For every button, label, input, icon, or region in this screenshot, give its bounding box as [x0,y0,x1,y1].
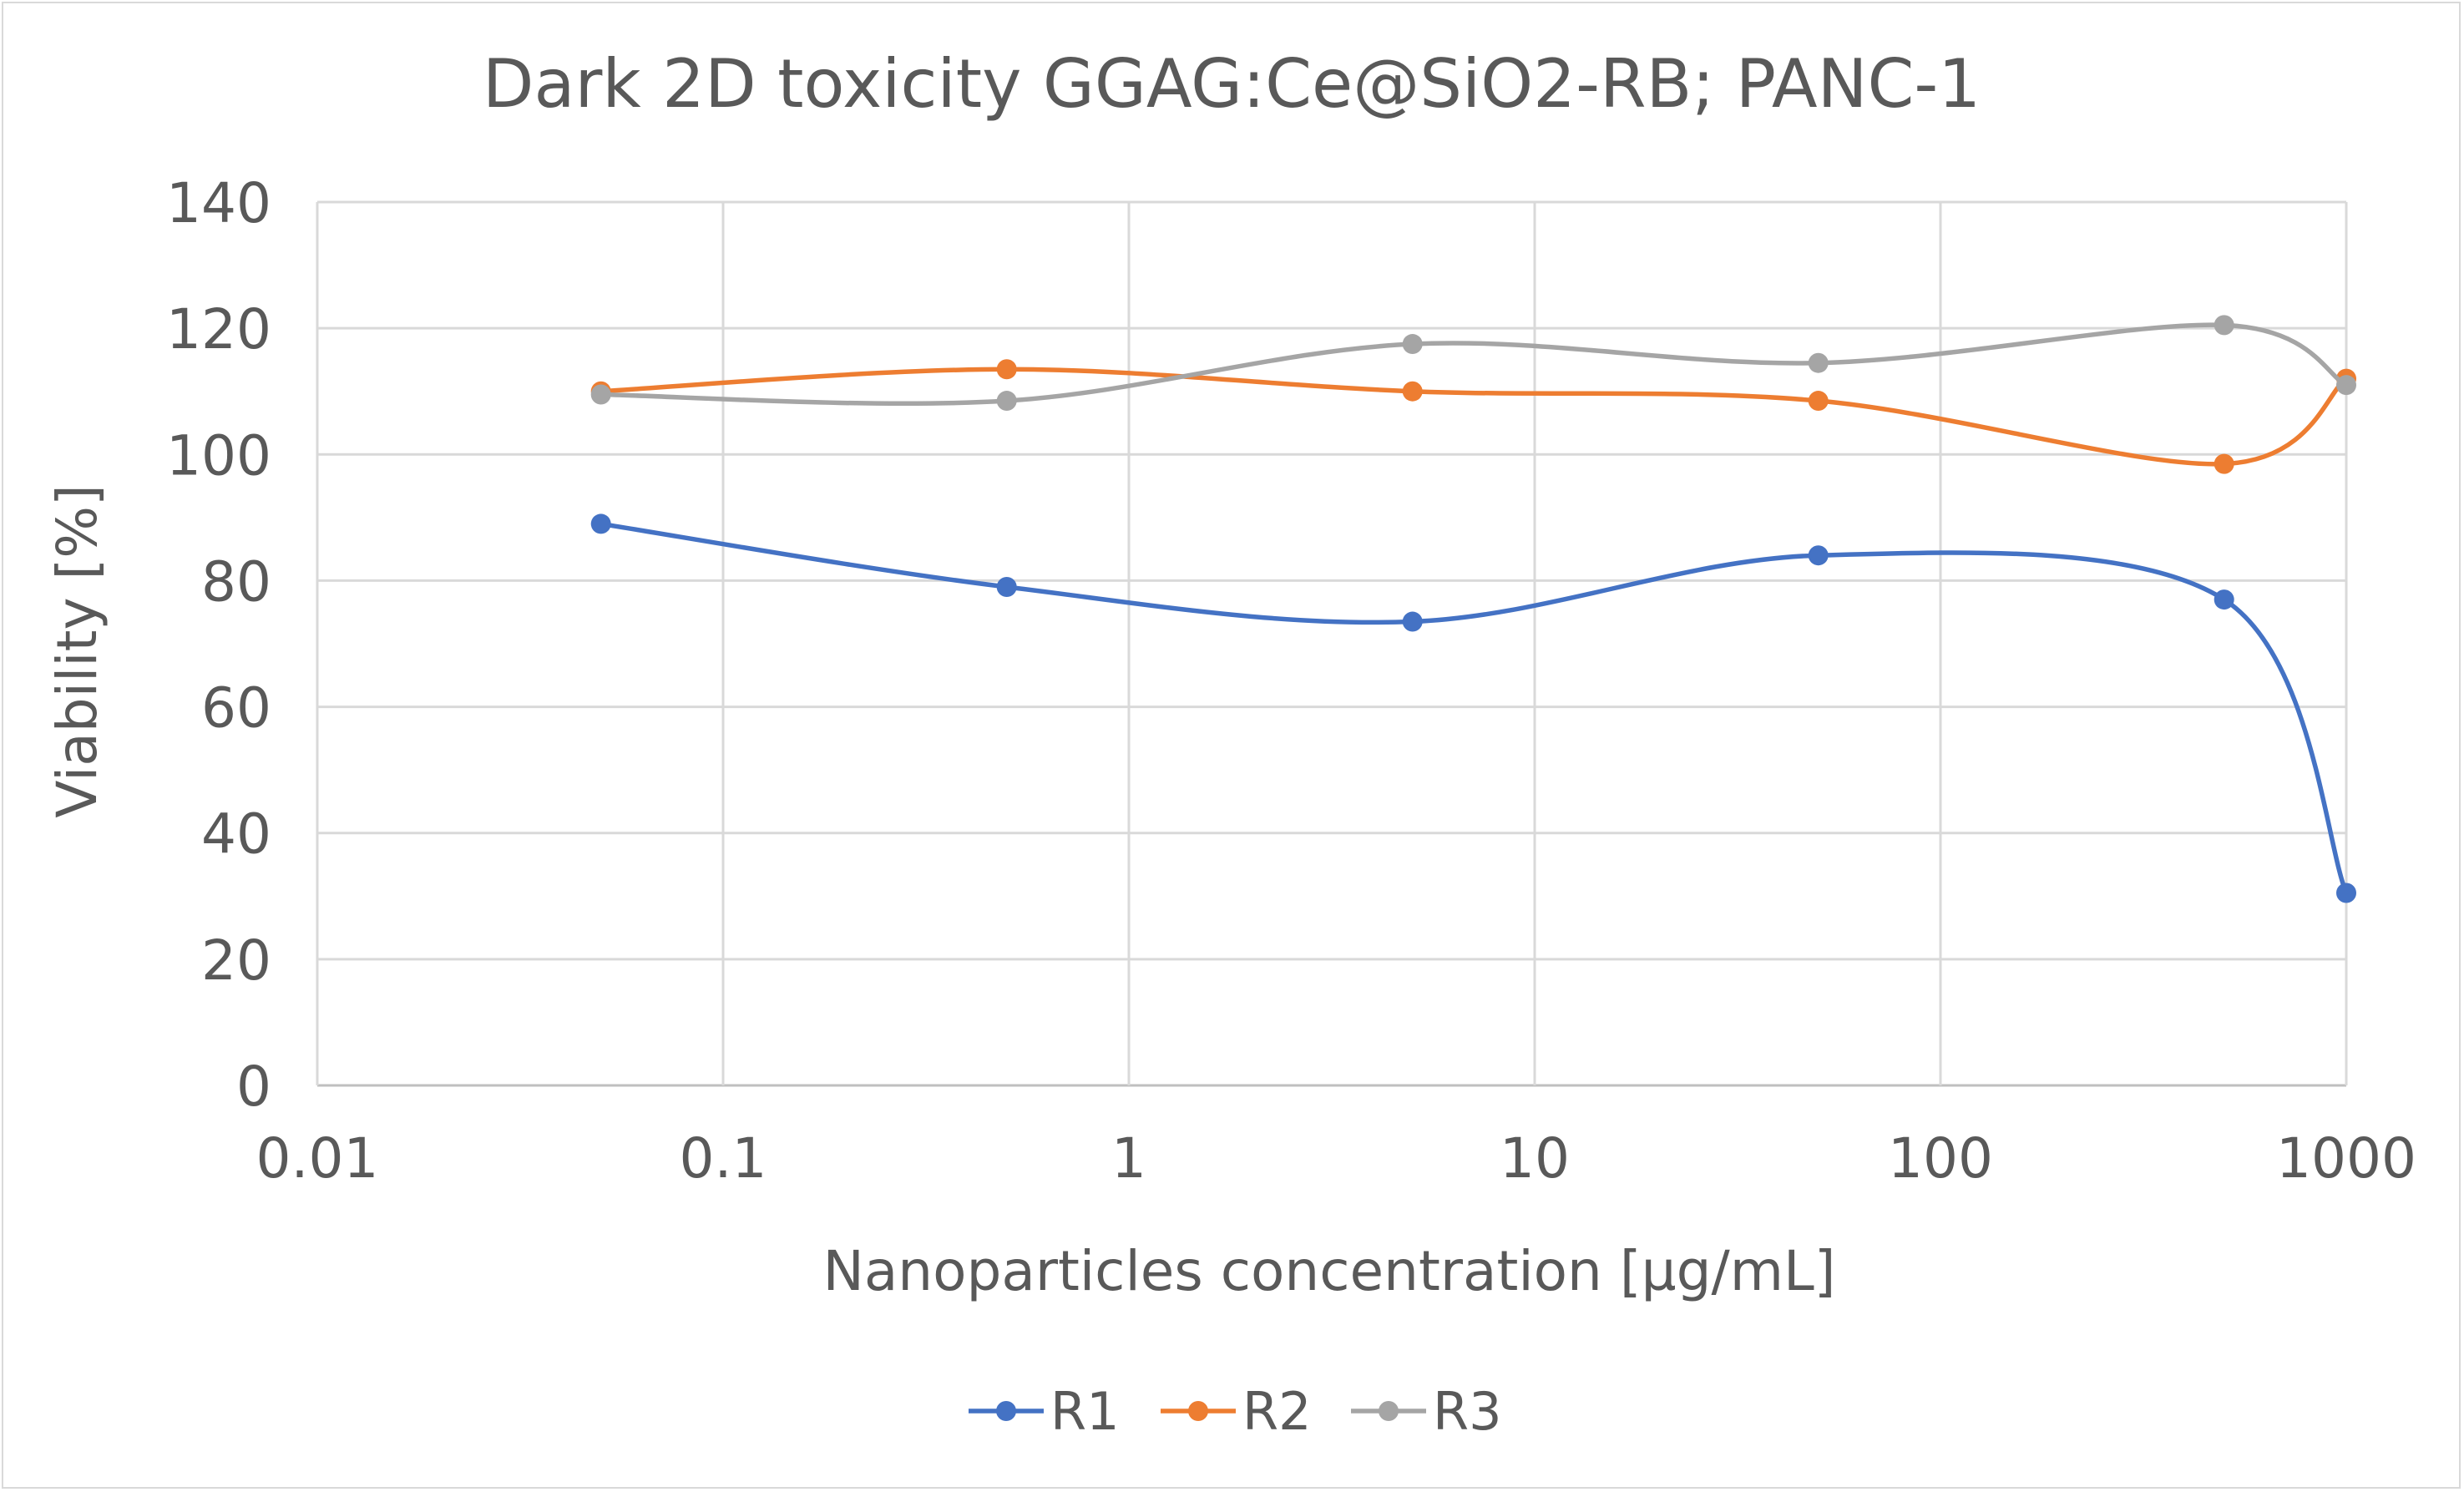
series-r2 [590,359,2356,474]
data-point [1402,611,1423,632]
x-tick-label: 1 [1111,1126,1146,1191]
x-tick-label: 0.01 [256,1126,379,1191]
series-group [590,315,2356,903]
y-tick-label: 140 [166,171,271,235]
data-point [590,384,611,405]
data-point [2214,315,2234,336]
legend-label: R2 [1242,1381,1312,1442]
legend-marker [1188,1401,1208,1421]
data-point [1402,334,1423,355]
x-axis-label: Nanoparticles concentration [µg/mL] [822,1239,1835,1303]
legend-marker [996,1401,1016,1421]
legend-label: R3 [1433,1381,1502,1442]
data-point [1402,381,1423,402]
series-r1 [590,513,2356,903]
y-tick-label: 60 [201,676,271,741]
data-point [1808,352,1829,373]
data-point [2214,453,2234,474]
chart-title: Dark 2D toxicity GGAG:Ce@SiO2-RB; PANC-1 [483,45,1981,123]
grid [316,200,2348,1087]
legend-item-r1: R1 [969,1381,1120,1442]
data-point [2214,589,2234,610]
legend: R1 R2 R3 [969,1381,1502,1442]
x-tick-label: 10 [1500,1126,1570,1191]
y-tick-label: 100 [166,423,271,488]
y-tick-label: 0 [236,1055,271,1119]
y-tick-label: 120 [166,297,271,362]
x-tick-label: 1000 [2276,1126,2416,1191]
data-point [1808,391,1829,412]
y-axis-label: Viability [%] [45,484,109,818]
series-line [598,521,2349,896]
data-point [2336,375,2356,396]
legend-label: R1 [1050,1381,1120,1442]
data-point [996,391,1017,412]
x-axis-ticks: 0.01 0.1 1 10 100 1000 [256,1126,2416,1191]
data-point [590,513,611,534]
series-line [598,322,2349,407]
y-tick-label: 80 [201,549,271,614]
y-tick-label: 20 [201,928,271,993]
series-line [598,367,2349,467]
x-tick-label: 0.1 [680,1126,767,1191]
data-point [996,359,1017,380]
data-point [2336,883,2356,903]
y-axis-ticks: 0 20 40 60 80 100 120 140 [166,171,271,1119]
y-tick-label: 40 [201,802,271,867]
data-point [996,576,1017,597]
legend-item-r3: R3 [1351,1381,1502,1442]
legend-marker [1379,1401,1399,1421]
series-r3 [590,315,2356,412]
data-point [1808,545,1829,566]
x-tick-label: 100 [1888,1126,1993,1191]
legend-item-r2: R2 [1161,1381,1312,1442]
